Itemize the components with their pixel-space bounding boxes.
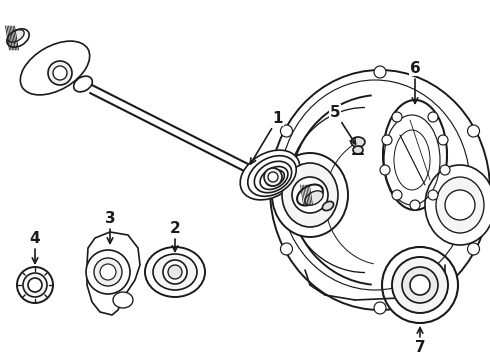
Polygon shape — [87, 232, 140, 315]
Circle shape — [428, 190, 438, 200]
Ellipse shape — [74, 76, 92, 92]
Ellipse shape — [353, 146, 363, 154]
Circle shape — [380, 165, 390, 175]
Ellipse shape — [436, 177, 484, 233]
Circle shape — [382, 247, 458, 323]
Ellipse shape — [282, 163, 338, 227]
Circle shape — [445, 190, 475, 220]
Ellipse shape — [305, 191, 323, 205]
Circle shape — [374, 66, 386, 78]
Circle shape — [280, 125, 293, 137]
Circle shape — [28, 278, 42, 292]
Ellipse shape — [37, 55, 81, 89]
Ellipse shape — [248, 156, 296, 196]
Circle shape — [94, 258, 122, 286]
Ellipse shape — [266, 170, 284, 186]
Circle shape — [100, 264, 116, 280]
Ellipse shape — [254, 161, 292, 193]
Ellipse shape — [29, 48, 85, 92]
Text: 7: 7 — [415, 328, 425, 356]
Circle shape — [392, 257, 448, 313]
Ellipse shape — [322, 201, 334, 211]
Ellipse shape — [383, 100, 447, 210]
Circle shape — [392, 112, 402, 122]
Ellipse shape — [260, 167, 288, 189]
Text: 6: 6 — [410, 60, 420, 103]
Circle shape — [374, 302, 386, 314]
Circle shape — [402, 267, 438, 303]
Text: 2: 2 — [170, 220, 180, 251]
Ellipse shape — [425, 165, 490, 245]
Ellipse shape — [351, 137, 365, 147]
Text: 5: 5 — [330, 104, 356, 144]
Text: 4: 4 — [30, 230, 40, 264]
Circle shape — [467, 243, 480, 255]
Ellipse shape — [153, 254, 197, 290]
Circle shape — [264, 168, 282, 186]
Circle shape — [392, 190, 402, 200]
Circle shape — [268, 172, 278, 182]
Circle shape — [53, 66, 67, 80]
Ellipse shape — [270, 70, 490, 310]
Circle shape — [292, 177, 328, 213]
Circle shape — [23, 273, 47, 297]
Circle shape — [168, 265, 182, 279]
Ellipse shape — [45, 60, 77, 86]
Circle shape — [86, 250, 130, 294]
Ellipse shape — [297, 185, 323, 206]
Ellipse shape — [272, 153, 348, 237]
Text: 3: 3 — [105, 211, 115, 243]
Ellipse shape — [240, 150, 300, 200]
Circle shape — [440, 165, 450, 175]
Ellipse shape — [145, 247, 205, 297]
Circle shape — [280, 243, 293, 255]
Circle shape — [17, 267, 53, 303]
Circle shape — [163, 260, 187, 284]
Circle shape — [410, 275, 430, 295]
Circle shape — [410, 200, 420, 210]
Circle shape — [382, 135, 392, 145]
Ellipse shape — [50, 64, 74, 84]
Circle shape — [48, 61, 72, 85]
Ellipse shape — [8, 30, 24, 42]
Circle shape — [428, 112, 438, 122]
Text: 1: 1 — [250, 111, 283, 164]
Ellipse shape — [7, 29, 29, 47]
Ellipse shape — [20, 41, 90, 95]
Ellipse shape — [113, 292, 133, 308]
Circle shape — [467, 125, 480, 137]
Circle shape — [438, 135, 448, 145]
